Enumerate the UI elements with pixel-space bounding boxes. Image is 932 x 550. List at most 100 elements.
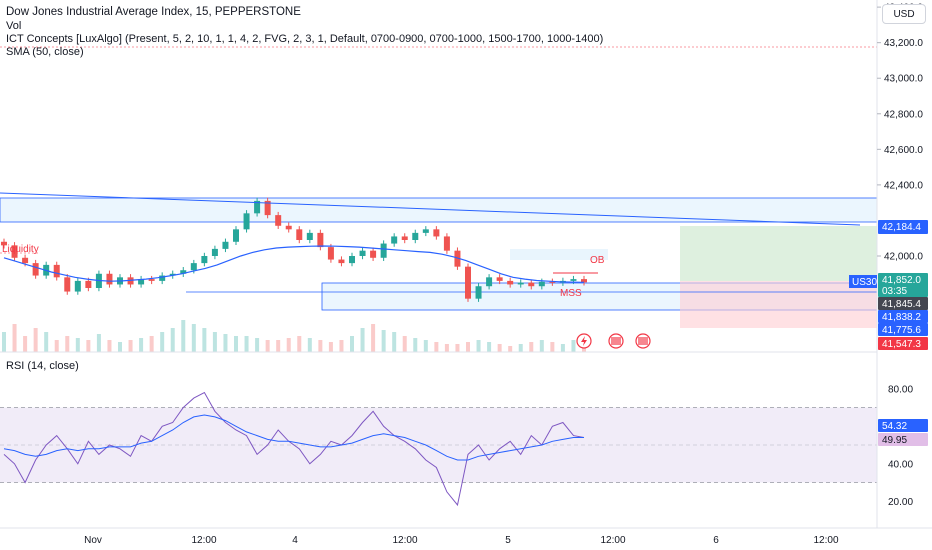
rsi-tick-label: 80.00 — [888, 384, 913, 395]
candle-body — [211, 248, 218, 256]
ob-label: OB — [590, 255, 605, 266]
volume-bar — [434, 342, 439, 352]
candle-body — [443, 236, 450, 251]
take-profit-zone[interactable] — [680, 226, 877, 281]
candle-body — [264, 200, 271, 216]
mss-label: MSS — [560, 288, 582, 299]
candle-body — [465, 266, 471, 299]
candle-body — [138, 279, 145, 285]
us-flag-icon-2 — [638, 337, 648, 345]
currency-button[interactable]: USD — [882, 4, 926, 24]
candle-body — [507, 280, 514, 285]
candle-body — [306, 232, 313, 240]
volume-bar — [160, 332, 165, 352]
candle-body — [422, 229, 429, 233]
level-2-badge-text: 41,838.2 — [882, 312, 921, 323]
rsi-ma-value-badge — [878, 433, 928, 446]
time-tick-label: 12:00 — [392, 535, 417, 546]
volume-bar — [508, 346, 513, 352]
rsi-value-badge — [878, 419, 928, 432]
sma-line — [3, 245, 585, 283]
volume-bar — [2, 332, 6, 352]
candle-body — [380, 243, 387, 258]
time-tick-label: 6 — [713, 535, 719, 546]
price-badges: US30 42,184.4 41,852.003:35 41,845.4 41,838.… — [849, 220, 928, 446]
candle-body — [127, 277, 134, 285]
candle-body — [275, 215, 282, 226]
volume-bar — [539, 340, 544, 352]
price-tick-label: 42,400.0 — [884, 180, 923, 191]
volume-bar — [107, 340, 112, 352]
candle-body — [243, 213, 250, 230]
ict-legend[interactable]: ICT Concepts [LuxAlgo] (Present, 5, 2, 1… — [6, 33, 604, 45]
candle-body — [85, 280, 92, 288]
volume-bar — [487, 342, 492, 352]
volume-bar — [413, 338, 418, 352]
volume-bar — [297, 336, 302, 352]
candle-body — [581, 279, 587, 283]
liquidity-label: Liquidity — [2, 244, 39, 255]
rsi-legend[interactable]: RSI (14, close) — [6, 360, 79, 372]
volume-bar — [65, 336, 70, 352]
economic-events[interactable] — [576, 333, 651, 349]
stop-price-badge — [878, 337, 928, 350]
candle-body — [433, 229, 440, 237]
candle-body — [454, 250, 461, 267]
vol-legend[interactable]: Vol — [6, 20, 22, 32]
rsi-value-badge-text: 54.32 — [882, 421, 907, 432]
volume-bar — [181, 320, 186, 352]
time-axis[interactable]: Nov 12:00 4 12:00 5 12:00 6 12:00 — [84, 535, 839, 546]
candle-body — [327, 247, 334, 260]
candle-body — [233, 229, 239, 242]
volume-bar — [392, 332, 397, 352]
symbol-tag-text: US30 — [852, 277, 877, 288]
volume-bar — [402, 336, 407, 352]
candle-body — [159, 275, 166, 281]
time-tick-label: Nov — [84, 535, 102, 546]
volume-bar — [54, 340, 59, 352]
us-flag-icon — [611, 337, 621, 345]
volume-bar — [170, 328, 175, 352]
rsi-pane — [0, 391, 877, 507]
volume-bar — [381, 330, 386, 352]
volume-bar — [371, 324, 376, 352]
rsi-tick-label: 20.00 — [888, 497, 913, 508]
volume-bar — [128, 340, 133, 352]
stop-loss-zone[interactable] — [680, 281, 877, 328]
volume-bar — [423, 340, 428, 352]
volume-bar — [265, 340, 270, 352]
trend-line[interactable] — [0, 192, 861, 226]
volume-bar — [33, 328, 38, 352]
rsi-tick-label: 40.00 — [888, 459, 913, 470]
candle-body — [190, 263, 197, 271]
level-1-badge — [878, 297, 928, 310]
candle-body — [401, 236, 408, 240]
volume-bar — [571, 340, 576, 352]
price-tick-label: 42,000.0 — [884, 252, 923, 263]
volume-bar — [96, 334, 101, 352]
time-tick-label: 12:00 — [191, 535, 216, 546]
sma-legend[interactable]: SMA (50, close) — [6, 46, 84, 58]
candle-body — [486, 277, 493, 287]
level-1-badge-text: 41,845.4 — [882, 299, 921, 310]
volume-bar — [286, 338, 291, 352]
time-tick-label: 5 — [505, 535, 511, 546]
volume-bar — [234, 336, 238, 352]
last-price-badge-text: 03:35 — [882, 286, 907, 297]
level-3-badge — [878, 323, 928, 336]
candle-body — [570, 279, 577, 281]
volume-bar — [118, 342, 122, 352]
ict-zones — [0, 46, 878, 328]
target-price-badge-text: 42,184.4 — [882, 222, 921, 233]
volume-bar — [86, 340, 91, 352]
volume-bar — [149, 336, 154, 352]
candle-body — [22, 257, 29, 264]
premium-zone[interactable] — [0, 197, 878, 223]
candle-body — [169, 273, 176, 276]
candle-body — [201, 256, 208, 264]
volume-bar — [223, 334, 228, 352]
time-tick-label: 12:00 — [813, 535, 838, 546]
symbol-title[interactable]: Dow Jones Industrial Average Index, 15, … — [6, 6, 301, 18]
order-block-zone[interactable] — [510, 249, 608, 260]
